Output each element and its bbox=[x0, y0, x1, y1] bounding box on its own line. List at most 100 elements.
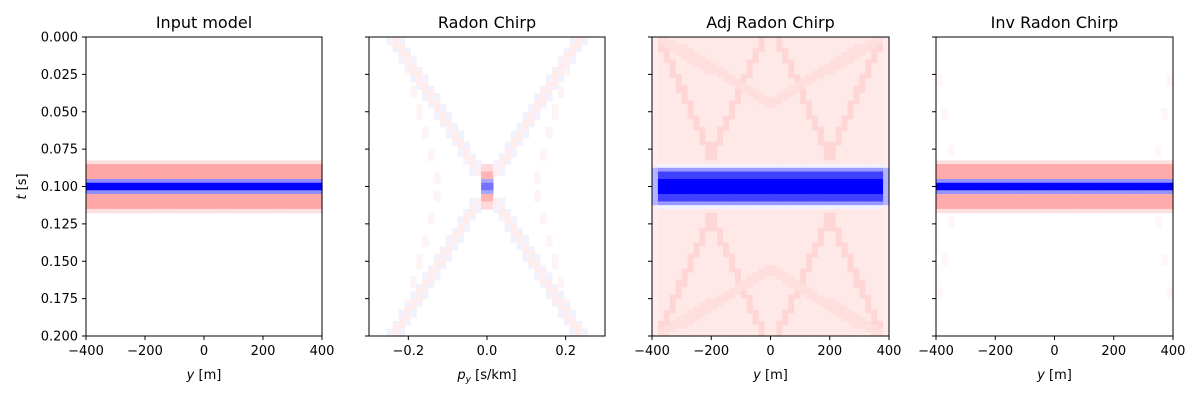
heatmap-cell bbox=[817, 287, 825, 292]
heatmap-cell bbox=[776, 81, 783, 87]
heatmap-cell bbox=[115, 186, 122, 191]
heatmap-cell bbox=[782, 100, 789, 105]
heatmap-cell bbox=[1078, 186, 1085, 191]
heatmap-cell bbox=[953, 193, 961, 199]
heatmap-cell bbox=[841, 216, 849, 221]
heatmap-cell bbox=[734, 205, 742, 210]
heatmap-cell bbox=[811, 272, 819, 277]
heatmap-cell bbox=[663, 328, 671, 333]
heatmap-cell bbox=[1131, 167, 1139, 173]
heatmap-cell bbox=[740, 201, 748, 206]
heatmap-cell bbox=[806, 291, 813, 296]
heatmap-cell bbox=[776, 246, 783, 251]
heatmap-cell bbox=[794, 246, 801, 251]
heatmap-cell bbox=[746, 276, 754, 281]
heatmap-cell bbox=[853, 130, 860, 135]
heatmap-cell bbox=[776, 279, 783, 285]
heatmap-cell bbox=[764, 306, 772, 311]
heatmap-cell bbox=[699, 227, 706, 232]
heatmap-cell bbox=[859, 141, 866, 146]
heatmap-cell bbox=[752, 190, 760, 195]
heatmap-cell bbox=[877, 306, 884, 311]
heatmap-cell bbox=[740, 220, 748, 225]
heatmap-cell bbox=[263, 197, 270, 203]
heatmap-cell bbox=[865, 231, 872, 236]
heatmap-cell bbox=[936, 78, 943, 83]
heatmap-cell bbox=[776, 152, 783, 158]
heatmap-cell bbox=[871, 212, 878, 217]
heatmap-cell bbox=[663, 257, 671, 262]
heatmap-cell bbox=[699, 126, 706, 132]
heatmap-cell bbox=[717, 276, 724, 281]
heatmap-cell bbox=[233, 167, 240, 173]
heatmap-cell bbox=[540, 283, 547, 289]
heatmap-cell bbox=[457, 235, 464, 240]
heatmap-cell bbox=[1125, 186, 1133, 191]
heatmap-cell bbox=[865, 145, 872, 150]
heatmap-cell bbox=[764, 324, 772, 330]
heatmap-cell bbox=[865, 302, 872, 307]
heatmap-cell bbox=[1143, 190, 1150, 195]
heatmap-cell bbox=[865, 283, 872, 289]
heatmap-cell bbox=[764, 287, 772, 292]
heatmap-cell bbox=[865, 115, 872, 120]
heatmap-cell bbox=[817, 134, 825, 139]
heatmap-cell bbox=[180, 175, 187, 180]
heatmap-cell bbox=[871, 332, 878, 337]
heatmap-cell bbox=[657, 141, 665, 146]
heatmap-cell bbox=[823, 160, 831, 165]
heatmap-cell bbox=[871, 93, 878, 98]
heatmap-cell bbox=[711, 37, 718, 42]
heatmap-cell bbox=[693, 231, 700, 236]
heatmap-cell bbox=[883, 246, 890, 251]
heatmap-cell bbox=[883, 44, 890, 49]
heatmap-cell bbox=[145, 179, 152, 184]
heatmap-cell bbox=[841, 156, 849, 161]
heatmap-cell bbox=[663, 111, 671, 117]
heatmap-cell bbox=[563, 70, 571, 75]
heatmap-cell bbox=[569, 309, 577, 315]
heatmap-cell bbox=[877, 235, 884, 240]
heatmap-cell bbox=[705, 321, 712, 326]
heatmap-cell bbox=[758, 37, 766, 42]
heatmap-cell bbox=[835, 190, 843, 195]
heatmap-cell bbox=[829, 63, 837, 68]
heatmap-cell bbox=[386, 328, 394, 333]
heatmap-cell bbox=[1113, 171, 1121, 176]
heatmap-cell bbox=[1072, 171, 1079, 176]
heatmap-cell bbox=[1149, 164, 1156, 169]
heatmap-cell bbox=[180, 208, 187, 214]
heatmap-cell bbox=[699, 324, 706, 330]
heatmap-cell bbox=[1149, 160, 1156, 165]
heatmap-cell bbox=[806, 235, 813, 240]
heatmap-cell bbox=[788, 253, 795, 259]
heatmap-cell bbox=[239, 208, 246, 214]
heatmap-cell bbox=[657, 193, 665, 199]
heatmap-cell bbox=[947, 171, 955, 176]
heatmap-cell bbox=[1066, 182, 1073, 188]
heatmap-cell bbox=[835, 313, 843, 318]
heatmap-cell bbox=[782, 227, 789, 232]
heatmap-cell bbox=[829, 216, 837, 221]
heatmap-cell bbox=[268, 175, 276, 180]
heatmap-cell bbox=[121, 186, 128, 191]
heatmap-cell bbox=[740, 216, 748, 221]
heatmap-cell bbox=[445, 115, 453, 120]
heatmap-cell bbox=[841, 186, 849, 191]
heatmap-cell bbox=[410, 294, 417, 300]
heatmap-cell bbox=[510, 141, 518, 146]
heatmap-cell bbox=[776, 238, 783, 244]
heatmap-cell bbox=[1095, 197, 1103, 203]
heatmap-cell bbox=[239, 197, 246, 203]
heatmap-cell bbox=[215, 197, 223, 203]
heatmap-cell bbox=[257, 205, 264, 210]
heatmap-cell bbox=[806, 250, 813, 255]
heatmap-cell bbox=[770, 152, 778, 158]
heatmap-cell bbox=[829, 186, 837, 191]
heatmap-cell bbox=[711, 261, 718, 266]
heatmap-cell bbox=[734, 321, 742, 326]
heatmap-cell bbox=[699, 257, 706, 262]
heatmap-cell bbox=[162, 193, 170, 199]
heatmap-cell bbox=[734, 66, 742, 72]
heatmap-cell bbox=[675, 223, 683, 229]
